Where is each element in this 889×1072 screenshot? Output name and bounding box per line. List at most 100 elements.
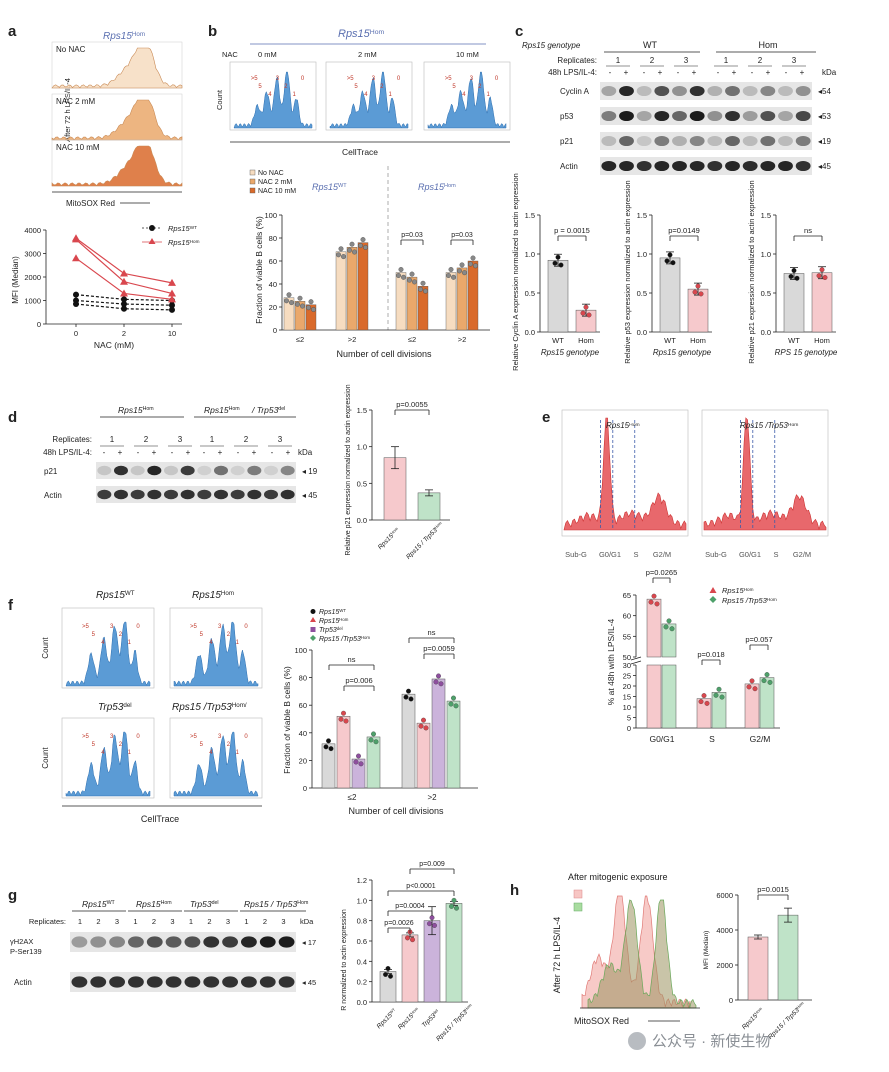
panel-a-series-line xyxy=(75,294,173,302)
panel-a-y-tick-label: 3000 xyxy=(24,250,41,259)
panel-c-blot-band xyxy=(672,135,687,147)
panel-c1-y-tick-label: 1.5 xyxy=(525,211,535,220)
panel-a-y-tick-label: 4000 xyxy=(24,226,41,235)
panel-c-lps-sign: - xyxy=(751,68,754,77)
panel-d-band-label: Actin xyxy=(44,491,62,500)
panel-d-lps-sign: + xyxy=(286,448,291,457)
panel-c-blot-band xyxy=(619,85,634,97)
panel-g-blot-strip xyxy=(70,972,296,992)
panel-b-point xyxy=(412,279,417,285)
panel-h-x-tick-label-sup: Hom xyxy=(753,1005,763,1015)
panel-b-group-hom-base: Rps15 xyxy=(418,182,445,192)
panel-e-histogram xyxy=(703,417,827,531)
panel-a-point xyxy=(72,235,80,243)
panel-f-y-tick-label: 20 xyxy=(299,756,307,765)
panel-e-legend-marker xyxy=(709,587,717,593)
panel-d-pval-label: p=0.0055 xyxy=(396,400,428,409)
panel-b-peak-label: >5 xyxy=(251,76,259,82)
panel-e-legend-label-base: Rps15 xyxy=(722,586,745,595)
panel-e-y-tick-label: 25 xyxy=(623,672,631,681)
panel-g-y-tick-label: 0.2 xyxy=(357,978,367,987)
panel-h-x-tick-label-base: Rps15 xyxy=(741,1013,760,1032)
panel-a-ylabel: After 72 h LPS/IL-4 xyxy=(63,78,72,142)
panel-b-group-hom: Rps15Hom xyxy=(418,182,456,192)
panel-b-bar xyxy=(467,260,479,331)
panel-e-hist-box xyxy=(701,409,829,537)
panel-d-blot-band xyxy=(280,465,295,476)
panel-b-bar xyxy=(445,272,457,331)
panel-g-blot-band xyxy=(109,936,125,948)
panel-a-point xyxy=(168,278,176,286)
panel-c-blot-band xyxy=(795,135,811,147)
panel-f-legend-label-sup: Hom xyxy=(361,635,371,640)
panel-e-point xyxy=(701,693,707,699)
panel-g-blot-band xyxy=(278,936,295,948)
panel-c1-y-tick-label: 0.5 xyxy=(525,289,535,298)
panel-b-pval-label: p=0.03 xyxy=(401,232,423,239)
panel-f-peak-label: 4 xyxy=(209,750,213,756)
panel-b-legend-label: No NAC xyxy=(258,170,284,177)
panel-f-hist-title: Rps15Hom xyxy=(192,590,234,602)
panel-e-y-tick-label: 55 xyxy=(623,632,631,641)
panel-h-xlabel: MitoSOX Red xyxy=(574,1016,629,1026)
panel-c-blot-band xyxy=(619,135,634,147)
panel-f-y-tick-label: 60 xyxy=(299,701,307,710)
panel-c-blot-band xyxy=(707,110,723,122)
panel-a-point xyxy=(120,289,128,297)
panel-b-x-tick-label: ≤2 xyxy=(296,335,304,344)
panel-f-point xyxy=(326,738,331,744)
panel-b-histogram xyxy=(427,71,507,129)
panel-g-y-tick-label: 0.4 xyxy=(357,957,367,966)
panel-f-point xyxy=(423,725,429,731)
panel-a-legend-hom-sup: Hom xyxy=(190,239,200,244)
panel-d-kda: kDa xyxy=(298,448,313,457)
panel-h-x-tick-label-sup: Hom xyxy=(795,1000,805,1010)
panel-f-legend-marker xyxy=(310,627,316,632)
panel-g-point xyxy=(385,966,391,971)
panel-b-point xyxy=(284,298,289,304)
panel-f-point xyxy=(403,694,409,700)
panel-f-ylabel: Fraction of viable B cells (%) xyxy=(282,666,292,774)
panel-c-band-kda: ◂53 xyxy=(818,112,831,121)
panel-c2-x-tick-label: Hom xyxy=(690,336,706,345)
panel-a-histogram xyxy=(51,47,183,89)
panel-f-hist-title-base: Rps15 /Trp53 xyxy=(172,702,232,713)
panel-b-point xyxy=(396,273,401,278)
panel-a-y-tick-label: 0 xyxy=(37,320,41,329)
panel-b-point xyxy=(347,247,352,253)
panel-g-pval-label: p=0.0004 xyxy=(395,903,424,910)
panel-d-replicate: 1 xyxy=(110,435,115,444)
panel-d-lps-sign: - xyxy=(237,448,240,457)
panel-f-point xyxy=(353,759,359,765)
panel-a-series-line xyxy=(75,299,173,306)
panel-a-hist-label: No NAC xyxy=(56,45,86,54)
panel-f-bar xyxy=(366,736,381,789)
panel-g-group-label: Rps15Hom xyxy=(136,899,172,909)
panel-f-legend-marker xyxy=(310,635,316,641)
panel-b-bar xyxy=(357,242,369,331)
panel-e-hist-title-base: Rps15 /Trp53 xyxy=(740,421,788,430)
panel-b-point xyxy=(306,305,311,311)
panel-a-line-xlabel: NAC (mM) xyxy=(94,340,134,350)
panel-g-x-tick-label-base: Rps15 xyxy=(376,1012,395,1031)
panel-h-legend-swatch xyxy=(573,889,583,899)
panel-e-point xyxy=(651,593,657,599)
panel-c-lps-sign: + xyxy=(766,68,771,77)
panel-d-lps-sign: + xyxy=(186,448,191,457)
panel-letter-c: c xyxy=(515,23,523,40)
panel-letter-e: e xyxy=(542,409,550,426)
panel-c-lps-sign: - xyxy=(609,68,612,77)
panel-d-blot-band xyxy=(247,489,262,500)
panel-e-x-tick-label: G2/M xyxy=(750,734,771,744)
panel-c-blot-strip xyxy=(600,82,812,100)
panel-c3-y-tick-label: 1.5 xyxy=(761,211,771,220)
panel-g-blot-band xyxy=(184,976,201,988)
panel-c-replicate: 2 xyxy=(650,56,655,65)
panel-g-ylabel: R normalized to actin expression xyxy=(341,909,348,1011)
panel-c-blot-band xyxy=(760,110,776,122)
panel-g-group-label-sup: WT xyxy=(107,900,116,906)
panel-f-legend-label-base: Rps15 /Trp53 xyxy=(319,636,361,643)
panel-e-bar xyxy=(711,692,727,729)
panel-c-blot-band xyxy=(689,110,705,122)
